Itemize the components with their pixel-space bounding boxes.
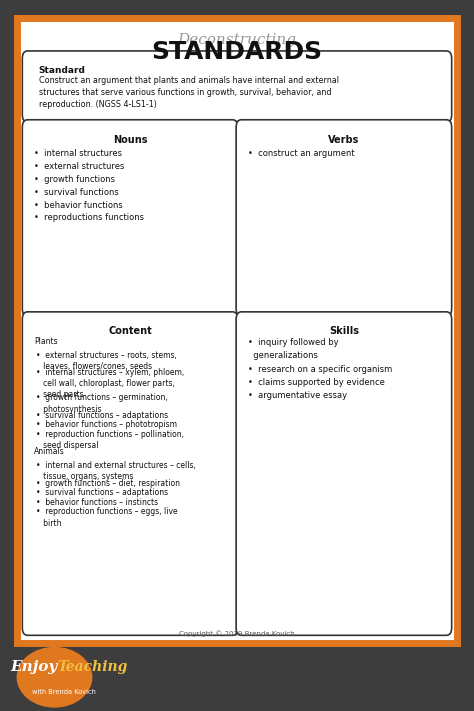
Text: •  survival functions – adaptations: • survival functions – adaptations <box>36 488 169 497</box>
Text: •  internal and external structures – cells,
   tissue, organs, systems: • internal and external structures – cel… <box>36 461 196 481</box>
FancyBboxPatch shape <box>236 119 452 316</box>
Text: •  growth functions – diet, respiration: • growth functions – diet, respiration <box>36 479 181 488</box>
Text: Teaching: Teaching <box>57 660 128 674</box>
FancyBboxPatch shape <box>22 312 238 636</box>
FancyBboxPatch shape <box>22 51 452 122</box>
FancyBboxPatch shape <box>22 119 238 316</box>
Text: •  growth functions – germination,
   photosynthesis: • growth functions – germination, photos… <box>36 393 168 414</box>
FancyBboxPatch shape <box>17 18 457 643</box>
Text: •  reproduction functions – pollination,
   seed dispersal: • reproduction functions – pollination, … <box>36 430 184 450</box>
Text: •  survival functions – adaptations: • survival functions – adaptations <box>36 411 169 420</box>
Text: Skills: Skills <box>329 326 359 336</box>
Text: •  behavior functions – instincts: • behavior functions – instincts <box>36 498 158 507</box>
Text: Copyright © 2019 Brenda Kovich: Copyright © 2019 Brenda Kovich <box>179 631 295 637</box>
Text: Content: Content <box>108 326 152 336</box>
Text: •  internal structures
•  external structures
•  growth functions
•  survival fu: • internal structures • external structu… <box>34 149 144 223</box>
Text: Construct an argument that plants and animals have internal and external
structu: Construct an argument that plants and an… <box>38 76 338 109</box>
Text: •  internal structures – xylem, phloem,
   cell wall, chloroplast, flower parts,: • internal structures – xylem, phloem, c… <box>36 368 185 400</box>
Text: Plants: Plants <box>34 337 58 346</box>
Text: with Brenda Kovich: with Brenda Kovich <box>32 689 96 695</box>
Text: •  inquiry followed by
  generalizations
•  research on a specific organism
•  c: • inquiry followed by generalizations • … <box>248 338 392 400</box>
Text: •  behavior functions – phototropism: • behavior functions – phototropism <box>36 420 177 429</box>
Text: STANDARDS: STANDARDS <box>151 41 323 64</box>
Text: •  external structures – roots, stems,
   leaves, flowers/cones, seeds: • external structures – roots, stems, le… <box>36 351 177 370</box>
Text: Verbs: Verbs <box>328 135 360 146</box>
Text: Animals: Animals <box>34 447 65 456</box>
Text: •  reproduction functions – eggs, live
   birth: • reproduction functions – eggs, live bi… <box>36 508 178 528</box>
Text: •  construct an argument: • construct an argument <box>248 149 355 158</box>
Text: Nouns: Nouns <box>113 135 147 146</box>
Text: Deconstructing: Deconstructing <box>177 33 297 47</box>
Text: Standard: Standard <box>38 66 85 75</box>
FancyBboxPatch shape <box>236 312 452 636</box>
Text: Enjoy: Enjoy <box>10 660 58 674</box>
Ellipse shape <box>17 647 92 707</box>
